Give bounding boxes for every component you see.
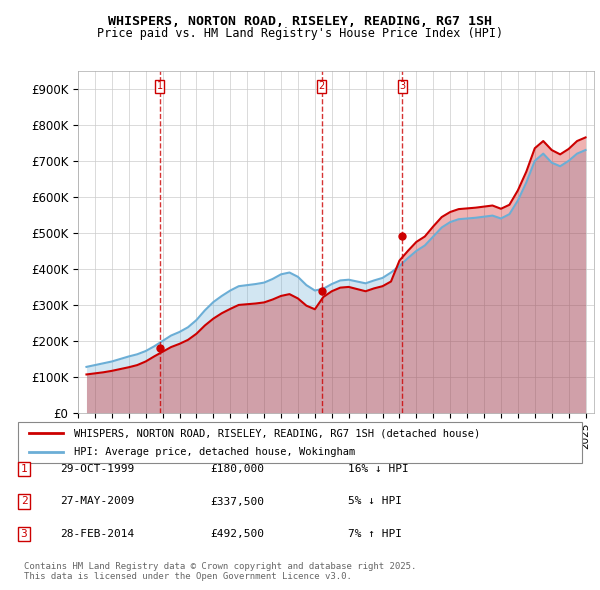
- Text: 3: 3: [20, 529, 28, 539]
- Text: Contains HM Land Registry data © Crown copyright and database right 2025.
This d: Contains HM Land Registry data © Crown c…: [24, 562, 416, 581]
- Text: 1: 1: [20, 464, 28, 474]
- Text: 28-FEB-2014: 28-FEB-2014: [60, 529, 134, 539]
- Text: WHISPERS, NORTON ROAD, RISELEY, READING, RG7 1SH: WHISPERS, NORTON ROAD, RISELEY, READING,…: [108, 15, 492, 28]
- Text: £492,500: £492,500: [210, 529, 264, 539]
- Text: WHISPERS, NORTON ROAD, RISELEY, READING, RG7 1SH (detached house): WHISPERS, NORTON ROAD, RISELEY, READING,…: [74, 428, 481, 438]
- Text: 27-MAY-2009: 27-MAY-2009: [60, 497, 134, 506]
- Text: 1: 1: [157, 81, 163, 91]
- Text: 16% ↓ HPI: 16% ↓ HPI: [348, 464, 409, 474]
- Text: 29-OCT-1999: 29-OCT-1999: [60, 464, 134, 474]
- Text: 2: 2: [20, 497, 28, 506]
- Text: £337,500: £337,500: [210, 497, 264, 506]
- Text: 5% ↓ HPI: 5% ↓ HPI: [348, 497, 402, 506]
- Text: 7% ↑ HPI: 7% ↑ HPI: [348, 529, 402, 539]
- FancyBboxPatch shape: [18, 422, 582, 463]
- Text: HPI: Average price, detached house, Wokingham: HPI: Average price, detached house, Woki…: [74, 447, 356, 457]
- Text: 3: 3: [399, 81, 405, 91]
- Text: Price paid vs. HM Land Registry's House Price Index (HPI): Price paid vs. HM Land Registry's House …: [97, 27, 503, 40]
- Text: £180,000: £180,000: [210, 464, 264, 474]
- Text: 2: 2: [319, 81, 325, 91]
